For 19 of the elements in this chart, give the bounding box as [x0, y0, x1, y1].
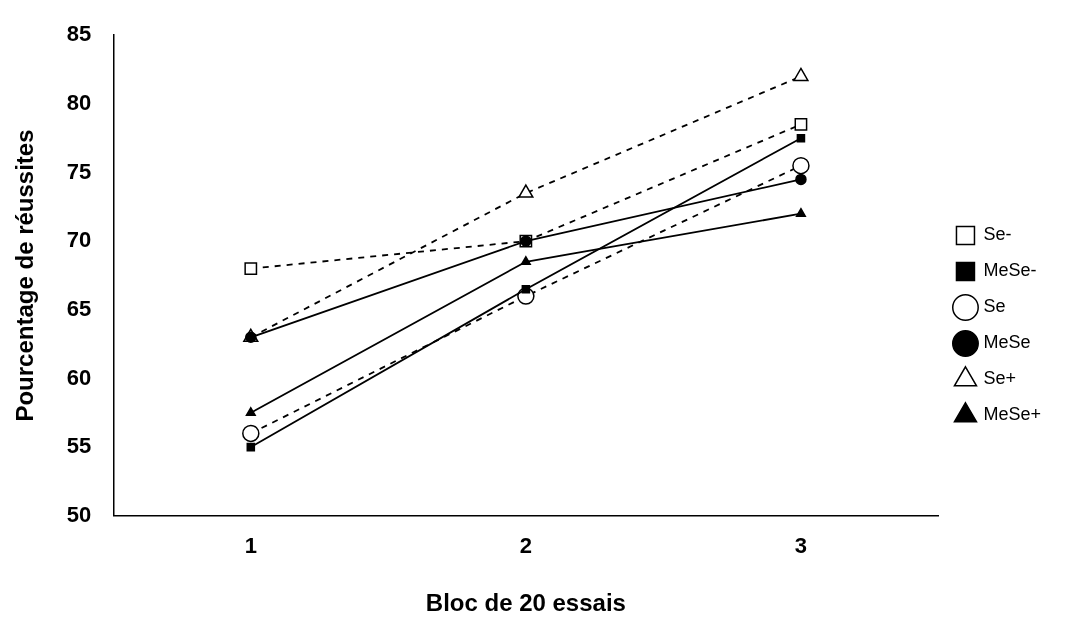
legend-label: Se: [983, 296, 1006, 317]
x-axis-title: Bloc de 20 essais: [425, 589, 626, 617]
y-axis-title: Pourcentage de réussites: [11, 129, 39, 422]
y-tick-label: 85: [66, 21, 92, 47]
x-tick-label: 1: [244, 533, 257, 559]
legend-label: MeSe-: [983, 260, 1037, 281]
y-tick-label: 60: [66, 364, 92, 390]
x-tick-label: 2: [519, 533, 532, 559]
y-tick-label: 50: [66, 501, 92, 527]
legend-label: Se+: [983, 368, 1016, 389]
legend-label: Se-: [983, 224, 1012, 245]
legend-label: MeSe: [983, 332, 1031, 353]
y-tick-label: 55: [66, 433, 92, 459]
y-tick-label: 70: [66, 227, 92, 253]
legend-label: MeSe+: [983, 404, 1042, 425]
y-tick-label: 80: [66, 89, 92, 115]
y-tick-label: 65: [66, 295, 92, 321]
x-tick-label: 3: [794, 533, 808, 559]
y-tick-label: 75: [66, 158, 92, 184]
